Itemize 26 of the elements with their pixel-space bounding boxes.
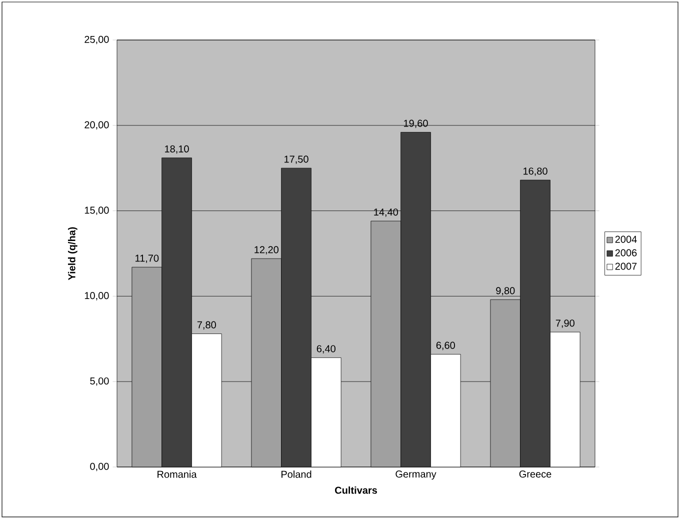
data-label: 12,20 xyxy=(254,246,278,254)
legend-label: 2004 xyxy=(615,236,637,243)
data-label: 14,40 xyxy=(374,208,398,217)
data-label: 7,90 xyxy=(556,320,574,328)
y-tick-label: 5,00 xyxy=(90,377,109,386)
data-label: 18,10 xyxy=(165,145,189,154)
y-tick-label: 15,00 xyxy=(84,206,109,215)
data-label: 6,40 xyxy=(316,345,336,354)
y-tick-label: 10,00 xyxy=(84,292,109,300)
x-tick-label: Romania xyxy=(158,470,197,478)
x-axis-title: Cultivars xyxy=(335,486,377,494)
data-label: 11,70 xyxy=(136,254,159,263)
data-label: 9,80 xyxy=(496,287,515,296)
x-tick-label: Poland xyxy=(282,470,312,478)
y-tick-label: 20,00 xyxy=(84,121,109,130)
data-label: 16,80 xyxy=(524,168,548,176)
data-label: 6,60 xyxy=(436,342,455,350)
y-tick-label: 0,00 xyxy=(90,462,109,472)
y-axis-title: Yield (q/ha) xyxy=(68,227,78,280)
x-tick-label: Germany xyxy=(396,470,436,480)
data-label: 7,80 xyxy=(197,321,216,330)
y-tick-label: 25,00 xyxy=(84,36,109,44)
data-label: 17,50 xyxy=(284,156,308,164)
x-tick-label: Greece xyxy=(519,470,552,478)
legend-label: 2007 xyxy=(615,262,637,270)
legend-label: 2006 xyxy=(615,249,637,256)
